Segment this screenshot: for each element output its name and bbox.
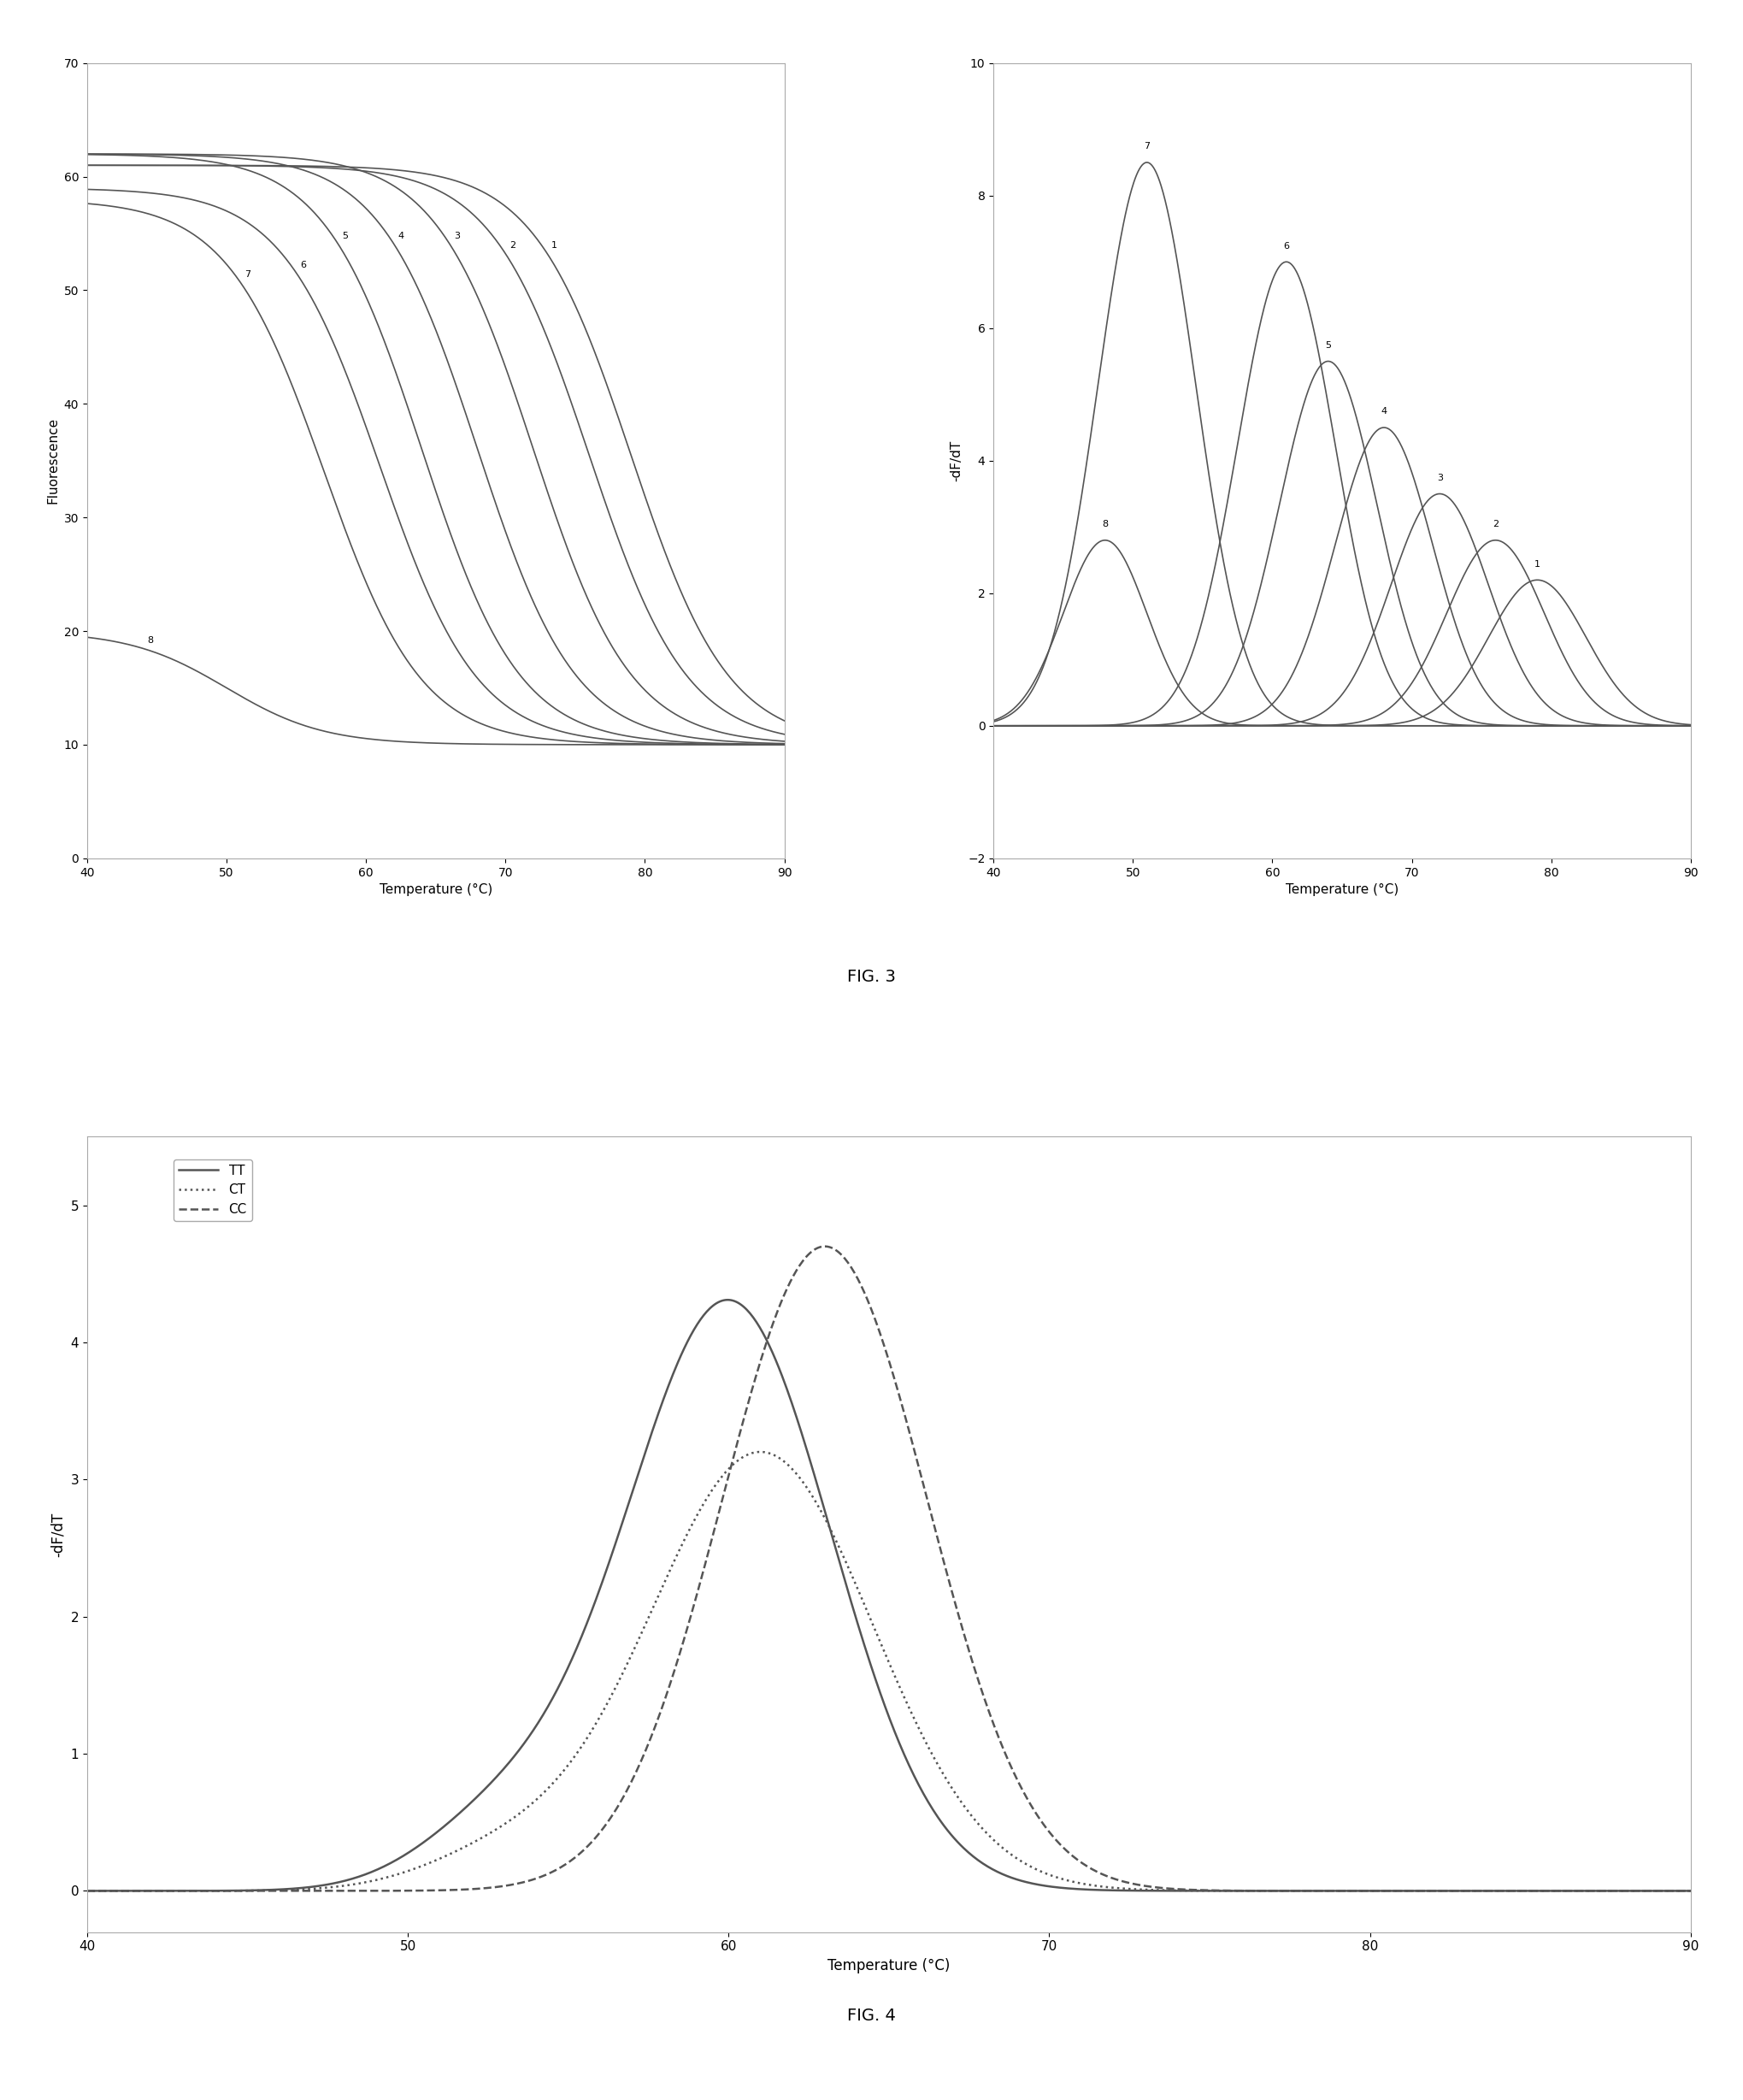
CC: [1180, 1877, 1201, 1903]
CC: [783, 1264, 804, 1289]
TT: [77, 1877, 98, 1903]
TT: [784, 1401, 805, 1426]
CT: [1328, 1877, 1349, 1903]
TT: [1328, 1877, 1349, 1903]
TT: [1358, 1877, 1379, 1903]
Text: 3: 3: [453, 231, 460, 239]
CC: [1680, 1877, 1701, 1903]
Line: CT: CT: [87, 1451, 1691, 1890]
CC: [816, 1235, 837, 1260]
CT: [77, 1877, 98, 1903]
CT: [784, 1460, 805, 1485]
CC: [725, 1436, 746, 1462]
CC: [241, 1877, 261, 1903]
Y-axis label: -dF/dT: -dF/dT: [51, 1512, 66, 1556]
TT: [1680, 1877, 1701, 1903]
Text: 3: 3: [1436, 475, 1443, 483]
Y-axis label: -dF/dT: -dF/dT: [950, 441, 964, 481]
Text: 5: 5: [1325, 340, 1332, 351]
TT: [716, 1287, 737, 1312]
Text: 8: 8: [146, 636, 153, 645]
X-axis label: Temperature (°C): Temperature (°C): [828, 1957, 950, 1974]
Text: 6: 6: [1283, 242, 1290, 250]
Text: 7: 7: [1143, 143, 1150, 151]
Text: 1: 1: [551, 242, 558, 250]
Line: CC: CC: [87, 1247, 1691, 1890]
Text: 6: 6: [300, 260, 307, 269]
Text: 8: 8: [1102, 521, 1109, 529]
Text: 5: 5: [342, 231, 349, 239]
TT: [1180, 1877, 1201, 1903]
CT: [241, 1877, 261, 1903]
CC: [77, 1877, 98, 1903]
TT: [727, 1289, 748, 1315]
Legend: TT, CT, CC: TT, CT, CC: [174, 1159, 253, 1220]
CC: [1328, 1877, 1349, 1903]
Text: 2: 2: [509, 242, 516, 250]
X-axis label: Temperature (°C): Temperature (°C): [380, 884, 492, 897]
Text: 1: 1: [1534, 561, 1541, 569]
Text: FIG. 3: FIG. 3: [847, 968, 896, 985]
Line: TT: TT: [87, 1300, 1691, 1890]
TT: [241, 1877, 261, 1903]
CT: [749, 1439, 770, 1464]
X-axis label: Temperature (°C): Temperature (°C): [1286, 884, 1398, 897]
CT: [1680, 1877, 1701, 1903]
Y-axis label: Fluorescence: Fluorescence: [47, 418, 59, 504]
Text: 7: 7: [244, 271, 251, 279]
CT: [725, 1449, 746, 1474]
Text: 4: 4: [1380, 407, 1387, 416]
Text: 2: 2: [1492, 521, 1499, 529]
CT: [1358, 1877, 1379, 1903]
Text: 4: 4: [397, 231, 404, 239]
Text: FIG. 4: FIG. 4: [847, 2008, 896, 2024]
CT: [1180, 1877, 1201, 1903]
CC: [1358, 1877, 1379, 1903]
